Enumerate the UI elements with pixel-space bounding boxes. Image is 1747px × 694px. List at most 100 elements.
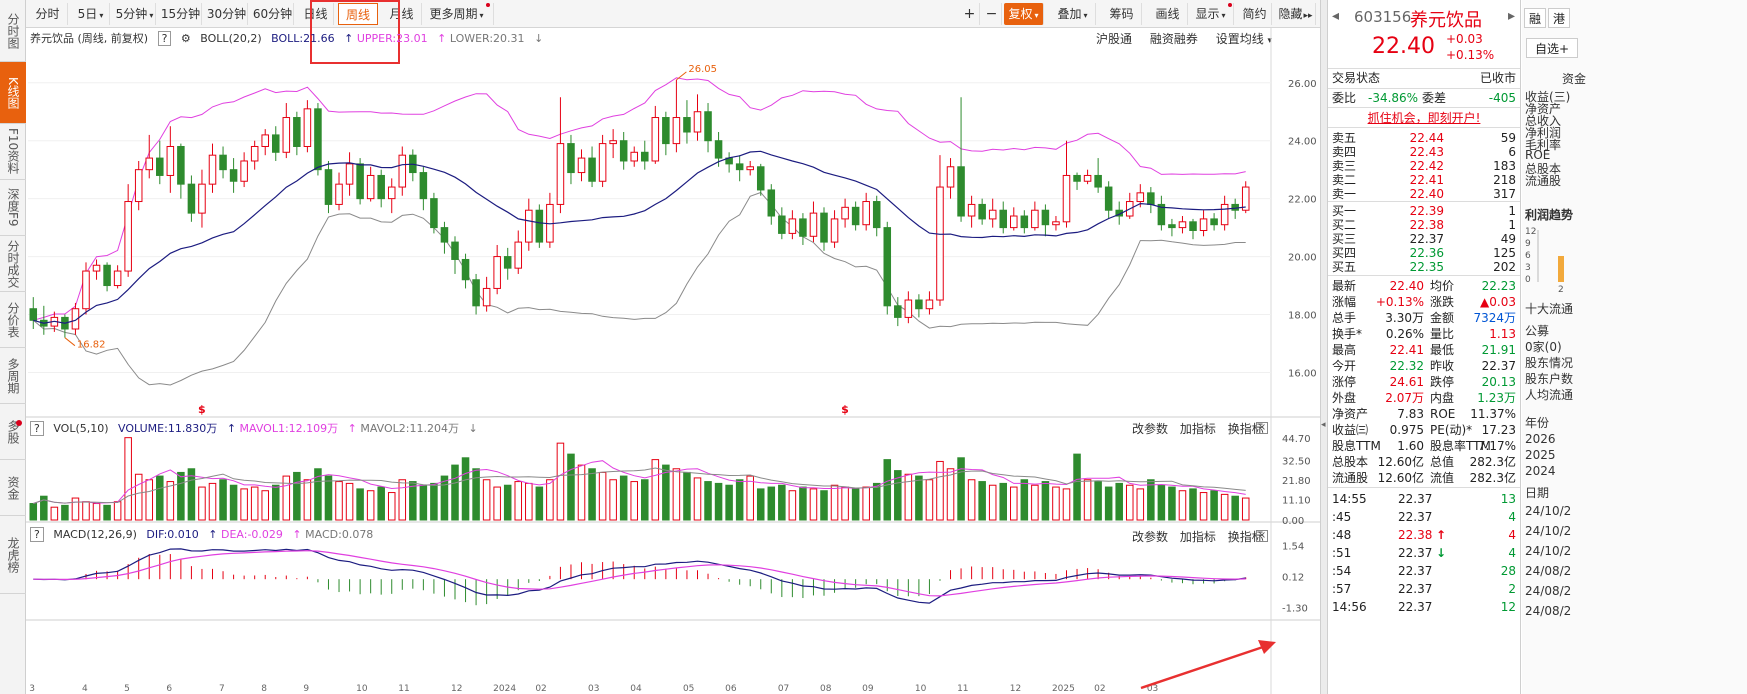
candle[interactable] [419,166,428,211]
candle[interactable] [314,103,322,176]
date-item[interactable]: 24/10/2 [1525,544,1572,558]
candle[interactable] [261,129,269,156]
candle[interactable] [1241,181,1250,214]
candle[interactable] [957,97,965,222]
candle[interactable] [377,169,385,208]
candle[interactable] [925,291,934,315]
toolbar-button-0[interactable]: 复权 ▾ [1004,3,1044,25]
candle[interactable] [177,143,185,199]
collapse-arrow-icon[interactable]: ◂ [1321,420,1326,430]
macd-add-indicator[interactable]: 加指标 [1179,530,1216,544]
period-tab-1[interactable]: 5日 ▾ [72,3,110,25]
vol-close-icon[interactable]: × [1256,422,1268,434]
prev-stock-icon[interactable]: ◂ [1332,8,1340,24]
candle[interactable] [29,297,38,329]
candle[interactable] [778,207,786,240]
candle[interactable] [746,160,754,176]
period-tab-5[interactable]: 60分钟 [252,3,294,25]
candle[interactable] [577,149,586,182]
candle[interactable] [124,184,132,277]
candle[interactable] [482,276,491,312]
link-margin[interactable]: 融资融券 [1149,32,1198,46]
toolbar-button-6[interactable]: 隐藏▸▸ [1276,3,1316,25]
toolbar-button-1[interactable]: 叠加 ▾ [1050,3,1096,25]
candle[interactable] [240,152,248,188]
candle[interactable] [1031,201,1039,231]
candle[interactable] [1178,216,1187,234]
link-ma-settings[interactable]: 设置均线 [1215,32,1264,46]
period-tab-3[interactable]: 15分钟 [160,3,202,25]
candle[interactable] [714,132,723,167]
date-item[interactable]: 24/08/2 [1525,604,1572,618]
candle[interactable] [799,213,807,245]
candle[interactable] [535,204,544,248]
candle[interactable] [725,152,733,173]
macd-close-icon[interactable]: × [1256,530,1268,542]
candle[interactable] [335,172,343,211]
candle[interactable] [398,146,407,196]
tab-gang[interactable]: 港 [1548,8,1570,28]
candle[interactable] [756,163,765,196]
candle[interactable] [92,259,101,280]
macd-edit-params[interactable]: 改参数 [1132,530,1169,544]
macd-switch-indicator[interactable]: 换指标 [1227,530,1264,544]
left-nav-item-4[interactable]: 分时成交 [0,236,26,292]
candle[interactable] [1094,158,1102,193]
candle[interactable] [1073,172,1081,190]
candle[interactable] [451,236,459,274]
candle[interactable] [556,97,565,214]
left-nav-item-0[interactable]: 分时图 [0,0,26,62]
candle[interactable] [967,195,976,228]
top-holders-title[interactable]: 十大流通 [1525,302,1574,316]
candle[interactable] [166,126,175,193]
candle[interactable] [229,158,238,193]
period-tab-0[interactable]: 分时 [28,3,68,25]
candle[interactable] [1020,210,1029,234]
left-nav-item-2[interactable]: F10资料 [0,124,26,180]
year-item[interactable]: 2026 [1525,432,1556,446]
vol-switch-indicator[interactable]: 换指标 [1227,422,1264,436]
candle[interactable] [988,198,997,228]
dividend-marker-icon[interactable]: $ [198,403,206,416]
candle[interactable] [250,140,259,170]
candle[interactable] [809,201,818,243]
tab-rong[interactable]: 融 [1524,8,1546,28]
candle[interactable] [915,294,923,318]
period-tab-7[interactable]: 周线 [338,3,378,25]
candle[interactable] [1010,207,1018,231]
period-tab-9[interactable]: 更多周期 ▾ [426,3,494,25]
candle[interactable] [894,297,902,327]
left-nav-item-5[interactable]: 分价表 [0,292,26,348]
candle[interactable] [430,192,438,234]
candle[interactable] [830,210,839,248]
candle[interactable] [641,140,649,170]
candle[interactable] [862,192,870,231]
candle[interactable] [40,305,48,335]
date-item[interactable]: 24/10/2 [1525,504,1572,518]
candle[interactable] [609,129,617,159]
candle[interactable] [1157,195,1166,231]
candle[interactable] [387,178,396,214]
candle[interactable] [1147,187,1155,214]
candle[interactable] [1210,213,1218,231]
candle[interactable] [904,291,913,324]
candle[interactable] [598,134,607,188]
chart-canvas[interactable]: 26.00 24.00 22.00 20.00 18.00 16.00 44.70 32.50… [26,28,1320,694]
toolbar-button-5[interactable]: 简约 [1238,3,1272,25]
candle[interactable] [546,192,554,248]
candle[interactable] [514,230,523,274]
vol-edit-params[interactable]: 改参数 [1132,422,1169,436]
vol-name[interactable]: VOL(5,10) [53,422,109,435]
candle[interactable] [1199,210,1208,237]
period-tab-6[interactable]: 日线 [298,3,334,25]
toolbar-button-3[interactable]: 画线 [1148,3,1188,25]
candle[interactable] [461,253,470,289]
candle[interactable] [936,155,944,306]
zoom-out-icon[interactable]: − [982,3,1002,25]
candle[interactable] [1189,218,1197,240]
candle[interactable] [219,146,227,179]
candle[interactable] [883,221,892,315]
left-nav-item-1[interactable]: K线图 [0,62,26,124]
help-icon[interactable]: ? [30,421,44,436]
vol-add-indicator[interactable]: 加指标 [1179,422,1216,436]
